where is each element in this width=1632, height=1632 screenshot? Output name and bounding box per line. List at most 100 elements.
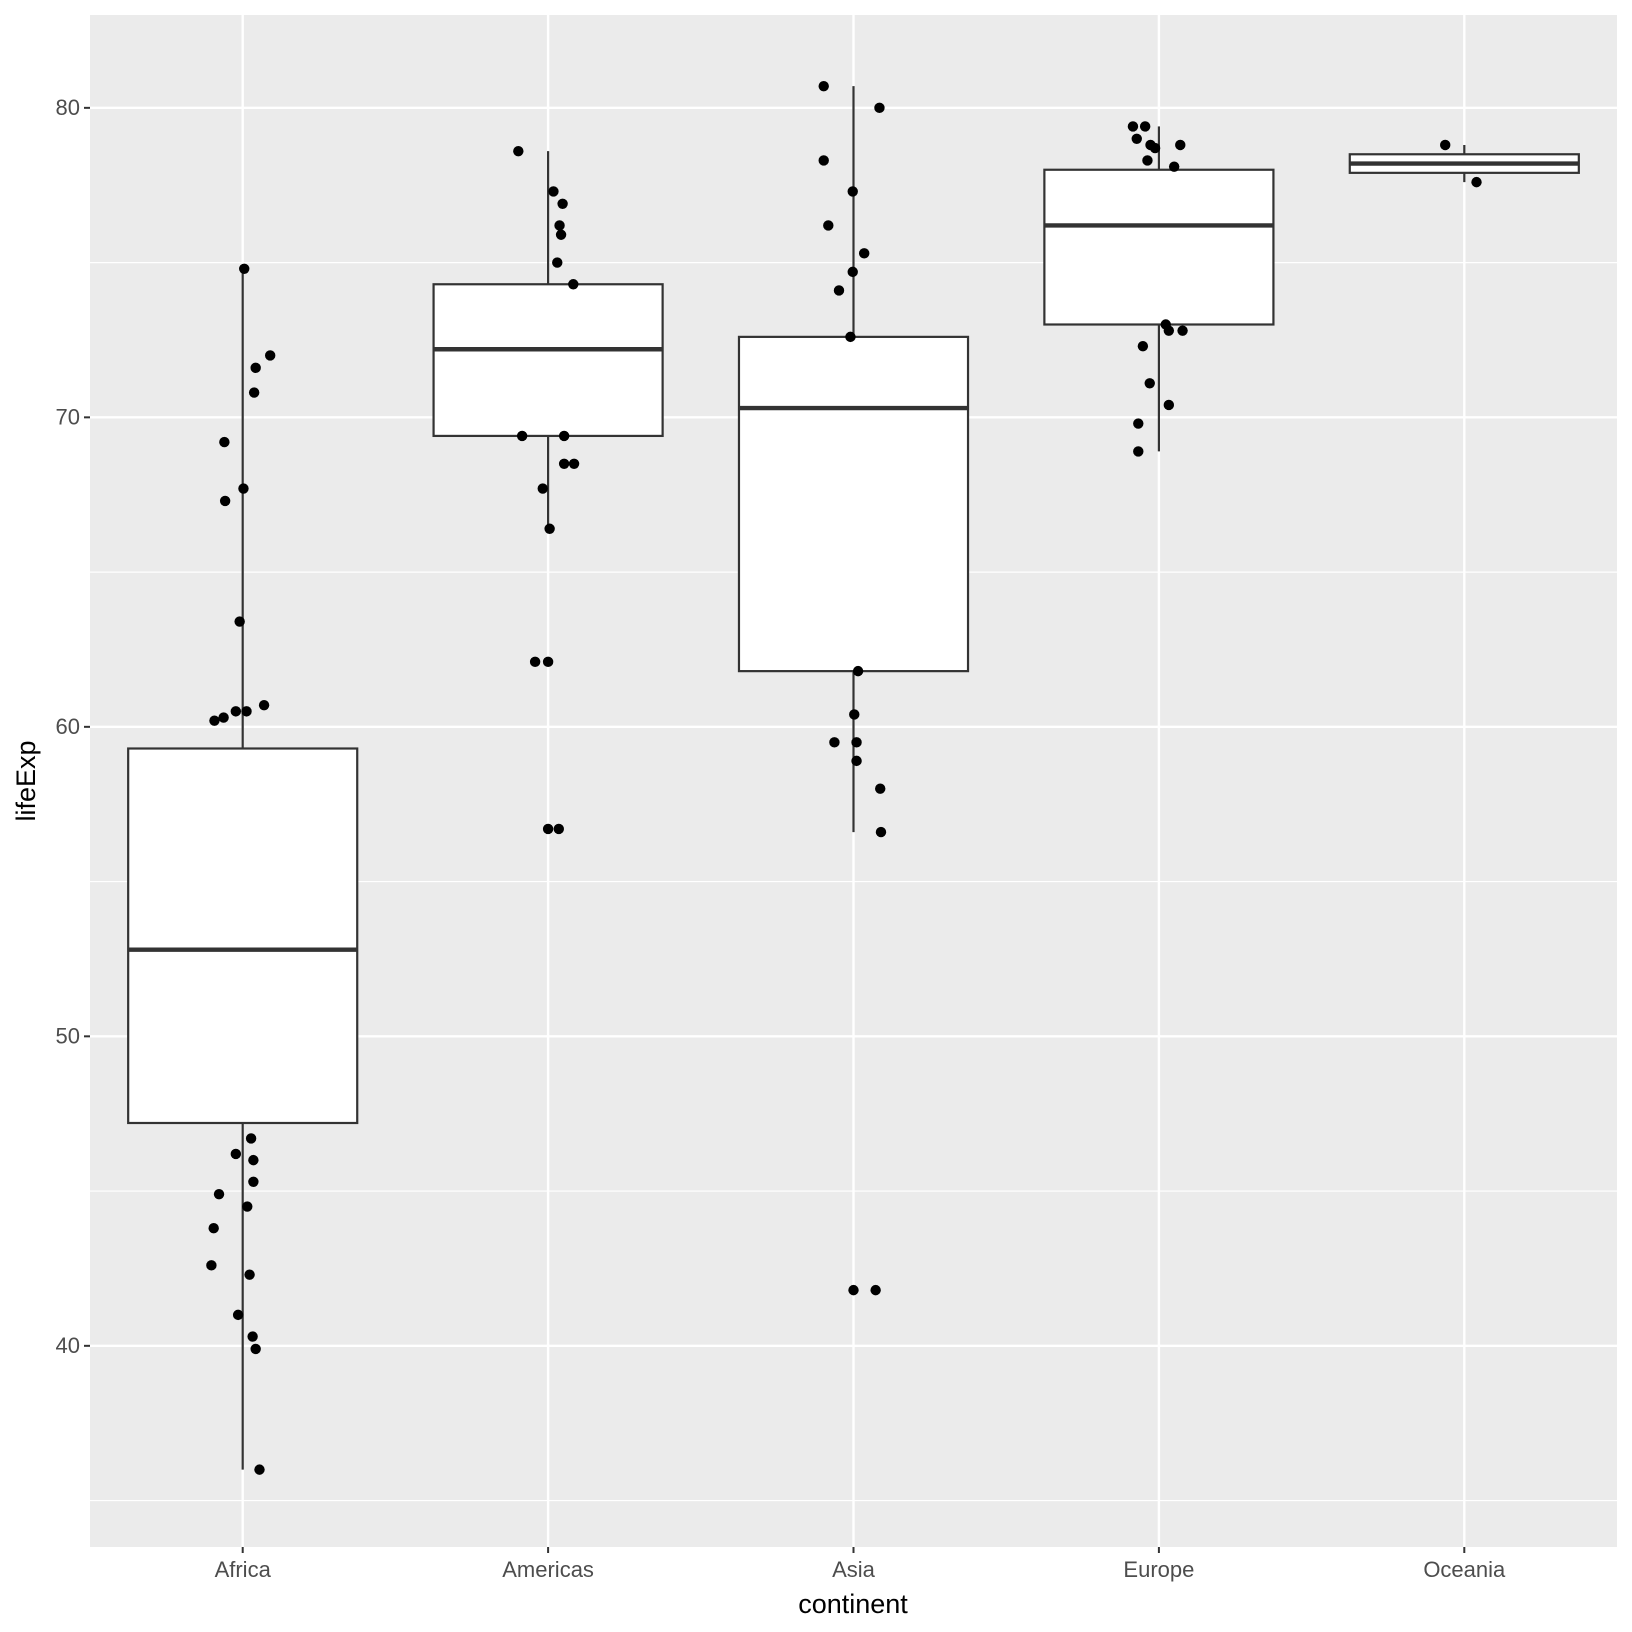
data-point <box>230 706 242 717</box>
data-point <box>219 495 231 507</box>
x-axis-title: continent <box>798 1589 908 1619</box>
data-point <box>232 1309 244 1321</box>
data-point <box>1175 139 1186 151</box>
data-point <box>568 458 580 469</box>
y-tick-label: 50 <box>56 1023 80 1048</box>
data-point <box>250 362 261 374</box>
y-tick-label: 70 <box>56 404 80 429</box>
data-point <box>1133 446 1144 457</box>
data-point <box>553 823 564 835</box>
data-point <box>818 80 829 92</box>
data-point <box>870 1284 881 1296</box>
data-point <box>1168 161 1180 172</box>
data-point <box>219 436 230 448</box>
data-point <box>537 483 548 494</box>
x-tick-label: Oceania <box>1423 1557 1506 1582</box>
data-point <box>833 285 845 296</box>
x-axis: Africa Americas Asia Europe Oceania <box>215 1547 1506 1582</box>
box-americas <box>432 151 664 529</box>
data-point <box>247 1331 258 1342</box>
data-point <box>234 616 245 627</box>
data-point <box>568 279 579 290</box>
jitter-points <box>206 80 1482 1475</box>
data-point <box>1127 121 1139 132</box>
data-point <box>238 483 249 494</box>
x-tick-label: Asia <box>832 1557 876 1582</box>
data-point <box>1144 378 1155 389</box>
data-point <box>823 220 834 231</box>
data-point <box>254 1464 265 1475</box>
data-point <box>1163 325 1175 336</box>
x-tick-label: Europe <box>1123 1557 1194 1582</box>
data-point <box>874 102 885 114</box>
data-point <box>248 1176 259 1187</box>
data-point <box>245 1133 257 1144</box>
data-point <box>552 257 563 268</box>
data-point <box>847 186 858 197</box>
data-point <box>1163 399 1175 411</box>
y-tick-label: 60 <box>56 714 80 739</box>
data-point <box>557 198 568 209</box>
data-point <box>516 430 528 442</box>
data-point <box>208 1223 219 1234</box>
data-point <box>555 229 567 240</box>
data-point <box>258 699 270 711</box>
data-point <box>242 1201 253 1212</box>
data-point <box>1440 139 1451 151</box>
data-point <box>829 737 840 748</box>
data-point <box>542 823 554 835</box>
iqr-box <box>737 335 970 673</box>
data-point <box>1142 155 1153 166</box>
data-point <box>1149 142 1161 154</box>
data-point <box>1131 133 1142 144</box>
data-point <box>213 1188 225 1200</box>
x-tick-label: Americas <box>502 1557 594 1582</box>
data-point <box>1137 340 1149 352</box>
data-point <box>1139 121 1151 132</box>
data-point <box>209 715 220 726</box>
data-point <box>230 1148 242 1160</box>
data-point <box>239 263 250 274</box>
data-point <box>542 656 554 668</box>
y-axis-title: lifeExp <box>11 740 41 821</box>
data-point <box>847 266 858 278</box>
iqr-box <box>127 747 359 1125</box>
data-point <box>851 755 862 767</box>
data-point <box>849 709 860 720</box>
data-point <box>248 1154 259 1166</box>
data-point <box>848 1284 859 1296</box>
data-point <box>818 155 829 166</box>
data-point <box>544 523 555 534</box>
data-point <box>244 1269 255 1280</box>
data-point <box>264 350 276 361</box>
data-point <box>858 248 870 259</box>
data-point <box>851 737 862 748</box>
data-point <box>529 656 541 668</box>
data-point <box>218 712 229 723</box>
data-point <box>845 331 856 343</box>
data-point <box>206 1260 217 1271</box>
data-point <box>875 783 886 794</box>
data-point <box>1471 176 1482 188</box>
data-point <box>554 220 565 231</box>
iqr-box <box>432 283 664 438</box>
data-point <box>241 706 252 717</box>
data-point <box>248 387 260 398</box>
data-point <box>513 145 524 157</box>
data-point <box>558 430 570 442</box>
data-point <box>852 665 864 677</box>
data-point <box>558 458 570 469</box>
iqr-box <box>1043 168 1275 326</box>
data-point <box>1133 418 1144 429</box>
data-point <box>548 186 559 197</box>
data-point <box>875 826 887 838</box>
data-point <box>250 1343 261 1355</box>
x-tick-label: Africa <box>215 1557 272 1582</box>
y-tick-label: 40 <box>56 1333 80 1358</box>
box-oceania <box>1348 144 1580 183</box>
data-point <box>1177 325 1188 336</box>
y-tick-label: 80 <box>56 95 80 120</box>
box-europe <box>1043 126 1275 452</box>
box-africa <box>127 268 359 1470</box>
